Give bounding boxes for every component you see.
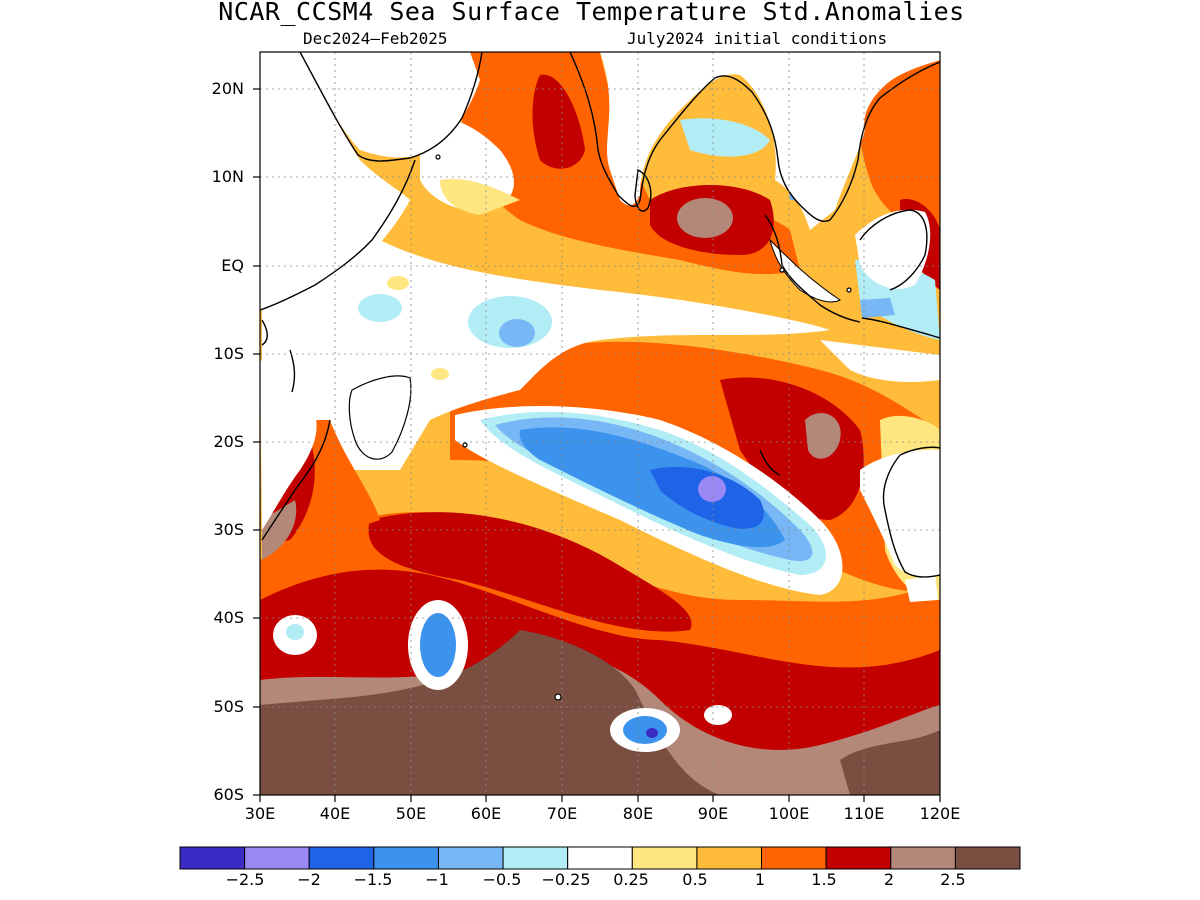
lon-label-80e: 80E bbox=[622, 804, 654, 823]
colorbar-swatch bbox=[308, 846, 375, 870]
initial-conditions: July2024 initial conditions bbox=[627, 29, 888, 48]
colorbar-label: 2 bbox=[883, 870, 895, 889]
colorbar-swatch bbox=[825, 846, 892, 870]
lat-label-40s: 40S bbox=[213, 608, 244, 627]
axis-ticks bbox=[253, 88, 941, 802]
colorbar-swatch bbox=[954, 846, 1021, 870]
colorbar bbox=[179, 846, 1021, 870]
lon-label-70e: 70E bbox=[546, 804, 578, 823]
lon-label-40e: 40E bbox=[319, 804, 351, 823]
colorbar-swatch bbox=[179, 846, 246, 870]
colorbar-swatch bbox=[373, 846, 439, 870]
colorbar-swatch bbox=[761, 846, 827, 870]
map-title: NCAR_CCSM4 Sea Surface Temperature Std.A… bbox=[218, 0, 965, 26]
colorbar-label: 1 bbox=[754, 870, 766, 889]
lat-label-20s: 20S bbox=[213, 432, 244, 451]
lon-label-90e: 90E bbox=[697, 804, 729, 823]
lon-label-110e: 110E bbox=[843, 804, 885, 823]
colorbar-swatch bbox=[631, 846, 698, 870]
colorbar-label: −1 bbox=[425, 870, 449, 889]
lon-label-120e: 120E bbox=[919, 804, 961, 823]
colorbar-label: 0.5 bbox=[682, 870, 708, 889]
colorbar-swatch bbox=[890, 846, 956, 870]
colorbar-swatch bbox=[244, 846, 310, 870]
lat-label-30s: 30S bbox=[213, 520, 244, 539]
colorbar-label: −2 bbox=[297, 870, 321, 889]
coastlines bbox=[260, 52, 940, 578]
lat-label-eq: EQ bbox=[221, 256, 244, 275]
anomaly-field bbox=[260, 52, 940, 795]
lat-label-20n: 20N bbox=[211, 79, 244, 98]
lon-label-50e: 50E bbox=[395, 804, 427, 823]
lon-label-60e: 60E bbox=[470, 804, 502, 823]
lon-label-100e: 100E bbox=[768, 804, 810, 823]
colorbar-label: −0.25 bbox=[541, 870, 591, 889]
map-gridlines bbox=[260, 52, 940, 795]
colorbar-label: −0.5 bbox=[482, 870, 522, 889]
forecast-period: Dec2024–Feb2025 bbox=[303, 29, 448, 48]
colorbar-swatch bbox=[567, 846, 633, 870]
lat-label-10s: 10S bbox=[213, 344, 244, 363]
map-frame bbox=[259, 51, 941, 796]
islands bbox=[435, 154, 852, 701]
lat-label-60s: 60S bbox=[213, 785, 244, 804]
colorbar-label: 0.25 bbox=[613, 870, 649, 889]
colorbar-swatch bbox=[696, 846, 763, 870]
colorbar-label: 1.5 bbox=[811, 870, 837, 889]
lat-label-50s: 50S bbox=[213, 697, 244, 716]
colorbar-label: −1.5 bbox=[353, 870, 393, 889]
colorbar-swatch bbox=[437, 846, 504, 870]
lat-label-10n: 10N bbox=[211, 167, 244, 186]
colorbar-label: −2.5 bbox=[225, 870, 265, 889]
colorbar-swatch bbox=[502, 846, 569, 870]
colorbar-label: 2.5 bbox=[940, 870, 966, 889]
lon-label-30e: 30E bbox=[244, 804, 276, 823]
